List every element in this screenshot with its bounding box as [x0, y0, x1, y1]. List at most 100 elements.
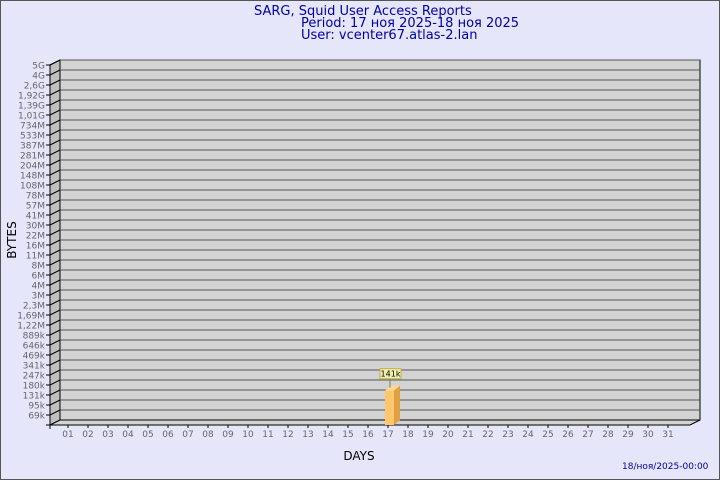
y-tick-diagonal: [49, 139, 61, 146]
x-tick-label: 15: [342, 430, 353, 440]
y-tick-label: 4G: [32, 72, 45, 82]
y-tick-label: 148M: [20, 172, 45, 182]
y-tick-label: 734M: [20, 122, 45, 132]
y-tick-diagonal: [49, 189, 61, 196]
y-tick-label: 41M: [26, 212, 45, 222]
x-tick-label: 23: [502, 430, 513, 440]
x-tick-label: 04: [122, 430, 134, 440]
y-tick-diagonal: [49, 349, 61, 356]
x-tick-label: 10: [242, 430, 254, 440]
x-tick-label: 19: [422, 430, 434, 440]
y-tick-diagonal: [49, 89, 61, 96]
bar-top: [385, 385, 400, 391]
y-tick-label: 387M: [20, 142, 45, 152]
y-tick-diagonal: [49, 169, 61, 176]
y-tick-diagonal: [49, 69, 61, 76]
y-tick-diagonal: [49, 369, 61, 376]
y-tick-diagonal: [49, 319, 61, 326]
y-tick-label: 341k: [23, 362, 46, 372]
y-tick-label: 1,39G: [18, 102, 45, 112]
y-tick-diagonal: [49, 339, 61, 346]
y-tick-diagonal: [49, 389, 61, 396]
chart-period: Period: 17 ноя 2025-18 ноя 2025: [301, 16, 520, 31]
y-tick-diagonal: [49, 249, 61, 256]
y-tick-diagonal: [49, 59, 61, 66]
x-tick-label: 28: [602, 430, 614, 440]
y-tick-label: 30M: [26, 222, 45, 232]
y-tick-label: 1,01G: [18, 112, 45, 122]
y-tick-diagonal: [49, 79, 61, 86]
x-tick-label: 29: [622, 430, 634, 440]
x-tick-label: 12: [282, 430, 293, 440]
x-tick-label: 24: [522, 430, 534, 440]
x-tick-label: 13: [302, 430, 313, 440]
y-tick-label: 108M: [20, 182, 45, 192]
y-tick-diagonal: [49, 359, 61, 366]
y-tick-diagonal: [49, 329, 61, 336]
y-tick-diagonal: [49, 219, 61, 226]
y-tick-label: 180k: [23, 382, 46, 392]
y-tick-diagonal: [49, 159, 61, 166]
y-tick-label: 533M: [20, 132, 45, 142]
y-tick-label: 2,6G: [24, 82, 45, 92]
x-tick-label: 08: [202, 430, 214, 440]
x-tick-label: 06: [162, 430, 174, 440]
x-tick-label: 31: [662, 430, 673, 440]
y-tick-diagonal: [49, 239, 61, 246]
bar-side: [394, 385, 400, 425]
y-axis-label: BYTES: [5, 221, 19, 258]
y-tick-label: 6M: [32, 272, 46, 282]
y-tick-diagonal: [49, 399, 61, 406]
x-axis-label: DAYS: [343, 449, 374, 463]
x-tick-label: 17: [382, 430, 393, 440]
x-tick-label: 03: [102, 430, 113, 440]
y-tick-label: 8M: [32, 262, 46, 272]
x-tick-label: 26: [562, 430, 574, 440]
x-tick-label: 21: [462, 430, 473, 440]
plot-floor: [49, 419, 701, 426]
y-tick-diagonal: [49, 409, 61, 416]
y-tick-label: 131k: [23, 392, 46, 402]
chart-user: User: vcenter67.atlas-2.lan: [301, 28, 478, 43]
x-tick-label: 07: [182, 430, 193, 440]
y-tick-diagonal: [49, 309, 61, 316]
x-tick-label: 22: [482, 430, 493, 440]
y-tick-label: 2,3M: [23, 302, 45, 312]
x-tick-label: 30: [642, 430, 654, 440]
y-tick-label: 1,22M: [17, 322, 45, 332]
y-tick-diagonal: [49, 299, 61, 306]
y-tick-label: 469k: [23, 352, 46, 362]
y-tick-diagonal: [49, 269, 61, 276]
x-tick-label: 14: [322, 430, 334, 440]
y-tick-diagonal: [49, 279, 61, 286]
x-tick-label: 25: [542, 430, 553, 440]
y-tick-label: 281M: [20, 152, 45, 162]
y-tick-label: 646k: [23, 342, 46, 352]
y-tick-diagonal: [49, 129, 61, 136]
bar-day-17: [385, 390, 394, 425]
y-tick-label: 22M: [26, 232, 45, 242]
x-tick-label: 18: [402, 430, 414, 440]
x-tick-label: 16: [362, 430, 374, 440]
y-tick-label: 4M: [32, 282, 46, 292]
y-tick-diagonal: [49, 199, 61, 206]
y-tick-diagonal: [49, 99, 61, 106]
y-tick-label: 1,69M: [17, 312, 45, 322]
y-tick-label: 11M: [26, 252, 45, 262]
x-tick-label: 11: [262, 430, 273, 440]
y-tick-diagonal: [49, 179, 61, 186]
y-tick-diagonal: [49, 119, 61, 126]
y-tick-diagonal: [49, 379, 61, 386]
y-tick-label: 5G: [32, 62, 45, 72]
bar-data-label: 141k: [381, 370, 401, 379]
y-tick-label: 1,92G: [18, 92, 45, 102]
y-tick-label: 889k: [23, 332, 46, 342]
y-tick-label: 78M: [26, 192, 45, 202]
y-tick-label: 204M: [20, 162, 45, 172]
bar-label-box: [379, 368, 402, 380]
footer-timestamp: 18/ноя/2025-00:00: [622, 462, 709, 472]
y-tick-diagonal: [49, 229, 61, 236]
x-tick-label: 02: [82, 430, 93, 440]
